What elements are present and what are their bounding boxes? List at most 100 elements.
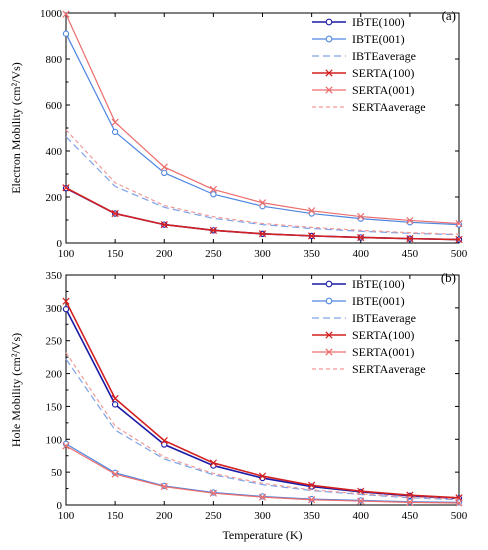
data-point-marker — [308, 207, 316, 215]
data-point-marker — [406, 216, 414, 225]
x-tick-label: 500 — [451, 248, 468, 260]
y-tick-label: 1000 — [40, 8, 63, 20]
data-point-marker — [209, 489, 217, 497]
series-line-sertaaverage — [65, 352, 460, 500]
panel-label: (a) — [442, 8, 456, 23]
y-tick-label: 0 — [57, 238, 63, 250]
data-point-marker — [210, 191, 217, 198]
legend-marker — [325, 18, 333, 26]
data-point-marker — [258, 199, 267, 207]
data-point-marker — [160, 436, 168, 445]
legend-entry-label: SERTA(100) — [352, 328, 414, 342]
data-point-marker — [160, 482, 168, 491]
data-point-marker — [62, 442, 70, 450]
data-point-marker — [160, 163, 168, 171]
y-tick-label: 50 — [51, 467, 63, 479]
data-point-marker — [62, 306, 70, 313]
legend-marker — [325, 331, 333, 339]
x-tick-label: 450 — [402, 510, 419, 522]
legend-entry-label: SERTAaverage — [352, 362, 426, 376]
legend-entry-label: IBTEaverage — [352, 311, 416, 325]
data-point-marker — [111, 470, 119, 478]
data-point-marker — [258, 472, 267, 480]
x-tick-label: 400 — [353, 248, 370, 260]
y-tick-label: 300 — [46, 303, 63, 315]
data-point-marker — [62, 10, 70, 18]
x-tick-label: 150 — [107, 248, 124, 260]
data-point-marker — [111, 394, 119, 403]
y-tick-label: 250 — [46, 336, 63, 348]
x-tick-label: 300 — [254, 248, 271, 260]
electron-mobility-panel: 100 150 200 250 300 350 400 450 500 0 200 400 600 800… — [9, 8, 468, 260]
x-tick-label: 100 — [58, 510, 75, 522]
y-tick-label: 200 — [46, 192, 63, 204]
plot-frame — [65, 274, 460, 506]
data-point-marker — [455, 235, 463, 244]
y-axis-label: Hole Mobility (cm²/Vs) — [9, 333, 23, 447]
x-tick-label: 150 — [107, 510, 124, 522]
legend-entry-label: SERTA(001) — [352, 83, 414, 97]
x-tick-label: 350 — [303, 510, 320, 522]
data-point-marker — [455, 494, 463, 502]
data-point-marker — [161, 441, 168, 448]
data-point-marker — [357, 497, 365, 505]
y-tick-label: 800 — [46, 54, 63, 66]
y-tick-label: 100 — [46, 434, 63, 446]
data-point-marker — [406, 498, 414, 506]
data-point-marker — [111, 401, 119, 408]
legend-marker — [325, 280, 333, 288]
series-line-ibteaverage — [65, 136, 460, 236]
y-tick-label: 350 — [46, 270, 63, 282]
data-point-marker — [62, 184, 70, 192]
data-point-marker — [209, 459, 217, 467]
data-point-marker — [455, 499, 463, 507]
legend-entry-label: SERTA(001) — [352, 345, 414, 359]
x-axis-label: Temperature (K) — [222, 528, 302, 542]
legend-entry-label: IBTE(001) — [352, 294, 405, 308]
data-point-marker — [357, 212, 365, 221]
legend-entry-label: IBTE(001) — [352, 32, 405, 46]
x-tick-label: 200 — [156, 510, 173, 522]
data-point-marker — [161, 169, 168, 176]
data-point-marker — [209, 185, 217, 194]
data-point-marker — [308, 496, 316, 504]
data-point-marker — [111, 209, 119, 218]
data-point-marker — [62, 297, 70, 305]
legend-marker — [325, 297, 333, 305]
x-tick-label: 350 — [303, 248, 320, 260]
y-tick-label: 200 — [46, 369, 63, 381]
x-tick-label: 300 — [254, 510, 271, 522]
x-tick-label: 500 — [451, 510, 468, 522]
data-point-marker — [258, 493, 267, 501]
x-tick-label: 250 — [205, 248, 222, 260]
x-tick-label: 100 — [58, 248, 75, 260]
y-axis-label: Electron Mobility (cm²/Vs) — [9, 62, 23, 194]
x-tick-label: 400 — [353, 510, 370, 522]
legend-entry-label: IBTE(100) — [352, 277, 405, 291]
data-point-marker — [111, 118, 119, 126]
data-point-marker — [308, 232, 316, 240]
x-tick-label: 200 — [156, 248, 173, 260]
data-point-marker — [308, 210, 315, 217]
y-tick-label: 400 — [46, 146, 63, 158]
data-point-marker — [160, 220, 168, 229]
y-tick-label: 150 — [46, 401, 63, 413]
x-tick-label: 450 — [402, 248, 419, 260]
legend-marker — [325, 35, 333, 43]
y-tick-label: 0 — [57, 500, 63, 512]
legend-marker — [325, 69, 333, 77]
data-point-marker — [111, 128, 119, 136]
series-line-ibteaverage — [65, 358, 460, 501]
legend-entry-label: SERTAaverage — [352, 100, 426, 114]
y-tick-label: 600 — [46, 100, 63, 112]
data-point-marker — [258, 230, 267, 238]
data-point-marker — [308, 481, 316, 489]
data-point-marker — [357, 233, 365, 242]
hole-mobility-panel: 100 150 200 250 300 350 400 450 500 0 50 100 150 200 2… — [9, 270, 468, 542]
data-point-marker — [209, 226, 217, 234]
data-point-marker — [62, 30, 70, 37]
series-line-sertaaverage — [65, 129, 460, 235]
x-tick-label: 250 — [205, 510, 222, 522]
legend-entry-label: IBTE(100) — [352, 15, 405, 29]
